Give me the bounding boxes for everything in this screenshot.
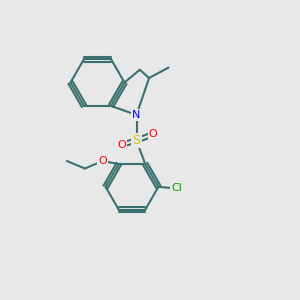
Text: O: O <box>98 156 107 166</box>
Text: O: O <box>117 140 126 150</box>
Text: N: N <box>132 110 141 120</box>
Text: Cl: Cl <box>171 183 182 194</box>
Text: O: O <box>148 129 158 140</box>
Text: S: S <box>133 134 140 147</box>
